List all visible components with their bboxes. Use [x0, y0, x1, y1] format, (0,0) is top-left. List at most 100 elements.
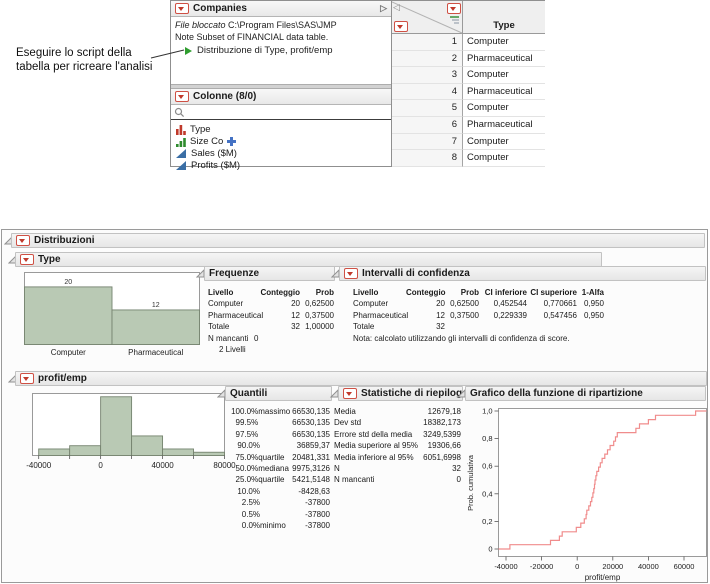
table-cell: CI superiore — [530, 288, 577, 297]
report-title: Distribuzioni — [34, 235, 95, 246]
type-value-cell[interactable]: Computer — [463, 150, 545, 167]
companies-panel-header: Companies ▷ — [171, 1, 391, 17]
table-header-row: Livello Conteggio Prob — [208, 287, 334, 298]
red-triangle-menu-icon[interactable] — [344, 268, 358, 279]
table-cell: Livello — [353, 288, 379, 297]
column-list-item-type[interactable]: Type — [171, 123, 391, 135]
histogram-bar[interactable] — [69, 445, 102, 456]
table-cell: 66530,135 — [292, 429, 330, 439]
type-value-cell[interactable]: Computer — [463, 34, 545, 51]
nominal-bars-icon — [176, 124, 186, 135]
table-cell: Media — [334, 407, 356, 416]
table-cell: 0,62500 — [305, 299, 334, 309]
histogram-bar[interactable] — [193, 451, 225, 456]
frequencies-title: Frequenze — [209, 268, 260, 279]
column-list-item-sales-m-[interactable]: Sales ($M) — [171, 147, 391, 159]
table-row: 90.0% 36859,37 — [229, 440, 330, 451]
panel-splitter[interactable] — [171, 84, 391, 89]
red-triangle-menu-icon[interactable] — [175, 3, 189, 14]
table-cell: 0,229339 — [493, 310, 527, 320]
rows-menu-icon[interactable] — [394, 21, 408, 32]
type-value-cell[interactable]: Computer — [463, 100, 545, 117]
type-histogram: 20 Computer 12 Pharmaceutical — [24, 272, 200, 357]
cdf-bar: Grafico della funzione di ripartizione — [465, 386, 706, 401]
table-cell: 0,950 — [583, 299, 604, 309]
red-triangle-menu-icon[interactable] — [343, 388, 357, 399]
histogram-bar[interactable] — [162, 448, 194, 456]
table-row[interactable]: 8 Computer — [392, 150, 545, 167]
row-number-cell[interactable]: 8 — [392, 150, 463, 167]
histogram-bar[interactable] — [111, 309, 200, 345]
confidence-title: Intervalli di confidenza — [362, 268, 470, 279]
type-value-cell[interactable]: Computer — [463, 67, 545, 84]
table-cell — [260, 509, 296, 520]
table-cell: quartile — [258, 475, 285, 485]
table-cell: 5421,5148 — [292, 475, 330, 485]
table-cell: Pharmaceutical — [353, 310, 409, 320]
table-cell: 99.5% — [235, 418, 259, 428]
table-cell — [527, 321, 577, 332]
table-row[interactable]: 6 Pharmaceutical — [392, 116, 545, 134]
column-search-input[interactable] — [185, 105, 388, 119]
histogram-bar[interactable] — [131, 435, 164, 456]
table-cell: 0.0% — [241, 520, 260, 530]
table-row: Pharmaceutical 12 0,37500 — [208, 310, 334, 321]
table-row[interactable]: 5 Computer — [392, 100, 545, 117]
rows-list-icon[interactable] — [450, 16, 459, 24]
plot-frame — [498, 408, 707, 557]
summary-bar: Statistiche di riepilogo — [338, 386, 468, 401]
row-number-cell[interactable]: 3 — [392, 67, 463, 84]
type-value-cell[interactable]: Pharmaceutical — [463, 83, 545, 101]
table-cell — [260, 497, 296, 508]
table-row[interactable]: 3 Computer — [392, 67, 545, 84]
summary-title: Statistiche di riepilogo — [361, 388, 469, 399]
table-cell: -8428,63 — [298, 486, 330, 496]
table-row: Dev std 18382,173 — [334, 417, 461, 428]
confidence-bar: Intervalli di confidenza — [339, 266, 706, 281]
table-row: 99.5% 66530,135 — [229, 417, 330, 428]
row-number-cell[interactable]: 1 — [392, 34, 463, 51]
table-cell: 10.0% — [237, 486, 260, 496]
corner-diagonal-line — [392, 1, 463, 34]
annotation-note: Eseguire lo script della tabella per ric… — [16, 46, 152, 74]
type-value-cell[interactable]: Computer — [463, 133, 545, 151]
histogram-bar[interactable] — [38, 448, 71, 456]
column-list-item-profits-m-[interactable]: Profits ($M) — [171, 159, 391, 171]
table-row: Media 12679,18 — [334, 406, 461, 417]
grid-column-header-type[interactable]: Type — [493, 20, 515, 31]
table-cell: Prob — [315, 288, 334, 297]
histogram-bar[interactable] — [100, 396, 133, 456]
red-triangle-menu-icon[interactable] — [20, 373, 34, 384]
row-number-cell[interactable]: 4 — [392, 83, 463, 101]
table-cell: 32 — [436, 322, 445, 332]
row-number-cell[interactable]: 7 — [392, 133, 463, 151]
red-triangle-menu-icon[interactable] — [20, 254, 34, 265]
columns-panel-title: Colonne (8/0) — [193, 91, 257, 102]
row-number-cell[interactable]: 6 — [392, 116, 463, 134]
table-row[interactable]: 7 Computer — [392, 133, 545, 151]
profit-section-bar: profit/emp — [15, 371, 707, 386]
histogram-bar[interactable] — [24, 286, 113, 345]
table-cell: 20 — [436, 299, 445, 309]
table-script-item[interactable]: Distribuzione di Type, profit/emp — [185, 45, 333, 56]
table-row[interactable]: 1 Computer — [392, 34, 545, 51]
grid-collapse-icon[interactable]: ◁ — [393, 2, 400, 12]
columns-menu-icon[interactable] — [447, 3, 461, 14]
table-cell: 12 — [291, 310, 300, 320]
column-list-item-size-co[interactable]: Size Co — [171, 135, 391, 147]
table-cell: Media inferiore al 95% — [334, 452, 414, 462]
row-number-cell[interactable]: 5 — [392, 100, 463, 117]
panel-collapse-icon[interactable]: ▷ — [380, 3, 387, 13]
table-cell: 9975,3126 — [292, 463, 330, 473]
red-triangle-menu-icon[interactable] — [16, 235, 30, 246]
type-value-cell[interactable]: Pharmaceutical — [463, 116, 545, 134]
table-row[interactable]: 2 Pharmaceutical — [392, 50, 545, 68]
table-cell: N mancanti — [334, 475, 375, 485]
table-row[interactable]: 4 Pharmaceutical — [392, 83, 545, 101]
levels-row: 2 Livelli — [219, 345, 246, 355]
type-value-cell[interactable]: Pharmaceutical — [463, 50, 545, 68]
row-number-cell[interactable]: 2 — [392, 50, 463, 68]
table-row: Media superiore al 95% 19306,66 — [334, 440, 461, 451]
red-triangle-menu-icon[interactable] — [175, 91, 189, 102]
run-script-icon[interactable] — [185, 46, 192, 55]
